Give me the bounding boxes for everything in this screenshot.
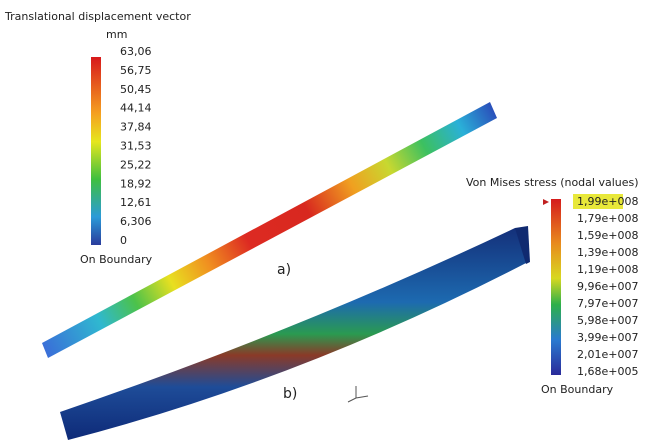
legend-label: 1,79e+008	[577, 212, 638, 225]
legend-label: 6,306	[120, 215, 152, 228]
legend-label: 25,22	[120, 158, 152, 171]
legend-footer: On Boundary	[80, 253, 153, 266]
legend-label: 7,97e+007	[577, 297, 638, 310]
color-bar	[91, 57, 101, 245]
legend-title: Von Mises stress (nodal values)	[466, 176, 639, 189]
legend-title: Translational displacement vector	[4, 10, 191, 23]
legend-label: 3,99e+007	[577, 331, 638, 344]
legend-label: 1,39e+008	[577, 246, 638, 259]
axis-triad	[348, 386, 368, 402]
legend-label: 37,84	[120, 121, 152, 134]
legend-labels: 63,06 56,75 50,45 44,14 37,84 31,53 25,22 18,92…	[120, 45, 152, 247]
color-bar	[551, 199, 561, 375]
legend-label: 2,01e+007	[577, 348, 638, 361]
legend-label: 12,61	[120, 196, 152, 209]
legend-label: 1,99e+008	[577, 195, 638, 208]
legend-label: 18,92	[120, 177, 152, 190]
legend-label: 1,59e+008	[577, 229, 638, 242]
legend-label: 44,14	[120, 102, 152, 115]
legend-labels: 1,99e+008 1,79e+008 1,59e+008 1,39e+008 1,19…	[577, 195, 638, 378]
legend-label: 9,96e+007	[577, 280, 638, 293]
legend-label: 50,45	[120, 83, 152, 96]
panel-label: a)	[277, 262, 291, 278]
legend-label: 56,75	[120, 64, 152, 77]
legend-unit: mm	[106, 28, 127, 41]
legend-footer: On Boundary	[541, 383, 614, 396]
legend-label: 31,53	[120, 140, 152, 153]
legend-label: 1,68e+005	[577, 365, 638, 378]
legend-label: 0	[120, 234, 127, 247]
marker	[543, 199, 549, 205]
legend-label: 1,19e+008	[577, 263, 638, 276]
legend-label: 5,98e+007	[577, 314, 638, 327]
beam-a	[42, 102, 497, 358]
panel-label: b)	[283, 386, 297, 402]
screenshot: Translational displacement vector mm On …	[0, 0, 666, 441]
legend-label: 63,06	[120, 45, 152, 58]
